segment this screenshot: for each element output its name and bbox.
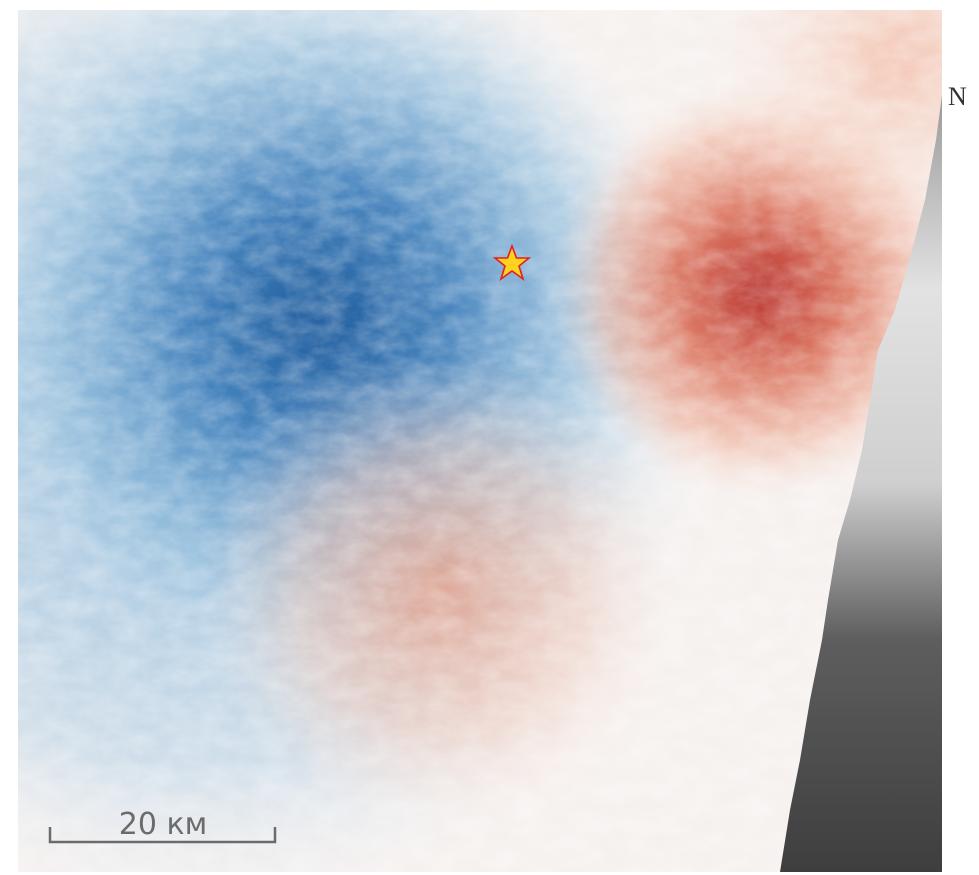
north-arrow-label: N [948,82,967,111]
interferogram [18,10,942,872]
scale-label: 20 км [119,807,207,842]
map-figure: 20 км N [0,0,979,875]
